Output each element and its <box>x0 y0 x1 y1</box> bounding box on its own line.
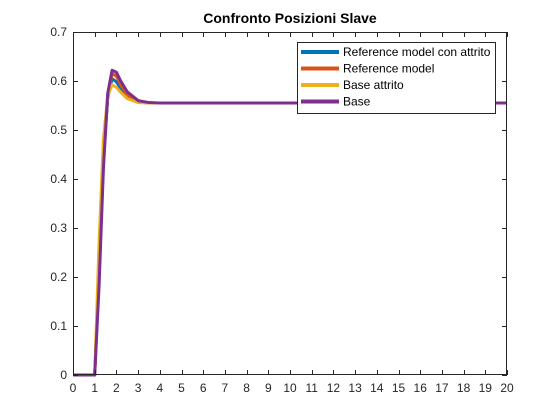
x-tick-label: 20 <box>500 381 514 395</box>
legend-label: Reference model <box>343 62 434 76</box>
series-lines <box>73 68 507 377</box>
x-tick-label: 16 <box>414 381 428 395</box>
y-tick-label: 0.4 <box>50 172 67 186</box>
x-tick-label: 18 <box>457 381 471 395</box>
y-tick-label: 0 <box>60 368 67 382</box>
x-tick-label: 13 <box>348 381 362 395</box>
x-tick-label: 14 <box>370 381 384 395</box>
legend-label: Base attrito <box>343 78 404 92</box>
x-tick-label: 10 <box>283 381 297 395</box>
x-tick-label: 5 <box>178 381 185 395</box>
x-tick-label: 6 <box>200 381 207 395</box>
x-tick-label: 4 <box>156 381 163 395</box>
x-tick-label: 9 <box>265 381 272 395</box>
y-tick-label: 0.5 <box>50 123 67 137</box>
y-tick-label: 0.1 <box>50 319 67 333</box>
legend-label: Reference model con attrito <box>343 45 491 59</box>
x-tick-label: 0 <box>70 381 77 395</box>
x-tick-label: 2 <box>113 381 120 395</box>
legend: Reference model con attrito Reference mod… <box>297 42 496 114</box>
legend-label: Base <box>343 95 371 109</box>
x-tick-label: 7 <box>222 381 229 395</box>
x-tick-label: 1 <box>91 381 98 395</box>
y-tick-label: 0.2 <box>50 270 67 284</box>
x-tick-label: 12 <box>327 381 341 395</box>
x-tick-label: 15 <box>392 381 406 395</box>
x-tick-label: 11 <box>305 381 318 395</box>
y-tick-label: 0.7 <box>50 25 67 39</box>
x-tick-label: 17 <box>435 381 449 395</box>
chart-title: Confronto Posizioni Slave <box>203 10 377 26</box>
y-tick-label: 0.6 <box>50 74 67 88</box>
x-tick-label: 19 <box>479 381 493 395</box>
x-tick-label: 3 <box>135 381 142 395</box>
series-line-4 <box>73 68 507 377</box>
axes: 0 1 2 3 4 5 6 7 8 9 10 11 12 13 14 15 16 17 18 19 2000.10.20… <box>50 25 514 395</box>
y-tick-label: 0.3 <box>50 221 67 235</box>
x-tick-label: 8 <box>243 381 250 395</box>
